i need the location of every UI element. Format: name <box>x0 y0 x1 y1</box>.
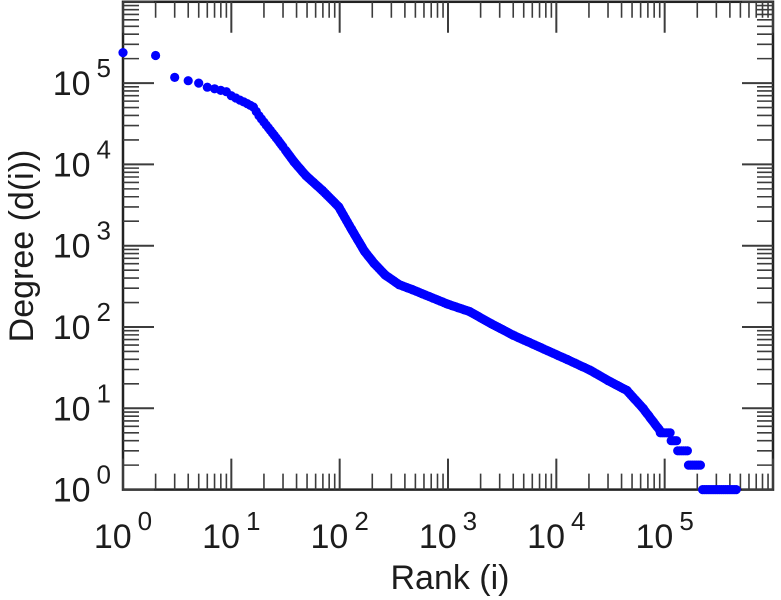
x-tick-label: 10 4 <box>527 506 585 556</box>
y-axis-title: Degree (d(i)) <box>3 150 41 343</box>
x-tick-label: 10 0 <box>94 506 152 556</box>
y-tick-label: 10 4 <box>53 134 111 184</box>
x-tick-label: 10 5 <box>636 506 694 556</box>
y-tick-label: 10 1 <box>53 378 111 428</box>
x-tick-label: 10 1 <box>202 506 260 556</box>
y-tick-label: 10 0 <box>53 460 111 510</box>
x-tick-label: 10 2 <box>311 506 369 556</box>
y-tick-label: 10 3 <box>53 216 111 266</box>
y-tick-label: 10 5 <box>53 53 111 103</box>
axis-ticks <box>122 0 774 491</box>
plot-frame <box>121 0 775 491</box>
x-tick-label: 10 3 <box>419 506 477 556</box>
x-axis-title: Rank (i) <box>390 559 509 597</box>
tick-labels: 10 0 10 1 10 2 10 3 10 4 10 5 10 0 10 1 10 2 10 3 10 4 10 5 <box>53 53 694 556</box>
data-series-dots <box>118 48 741 495</box>
y-tick-label: 10 2 <box>53 297 111 347</box>
